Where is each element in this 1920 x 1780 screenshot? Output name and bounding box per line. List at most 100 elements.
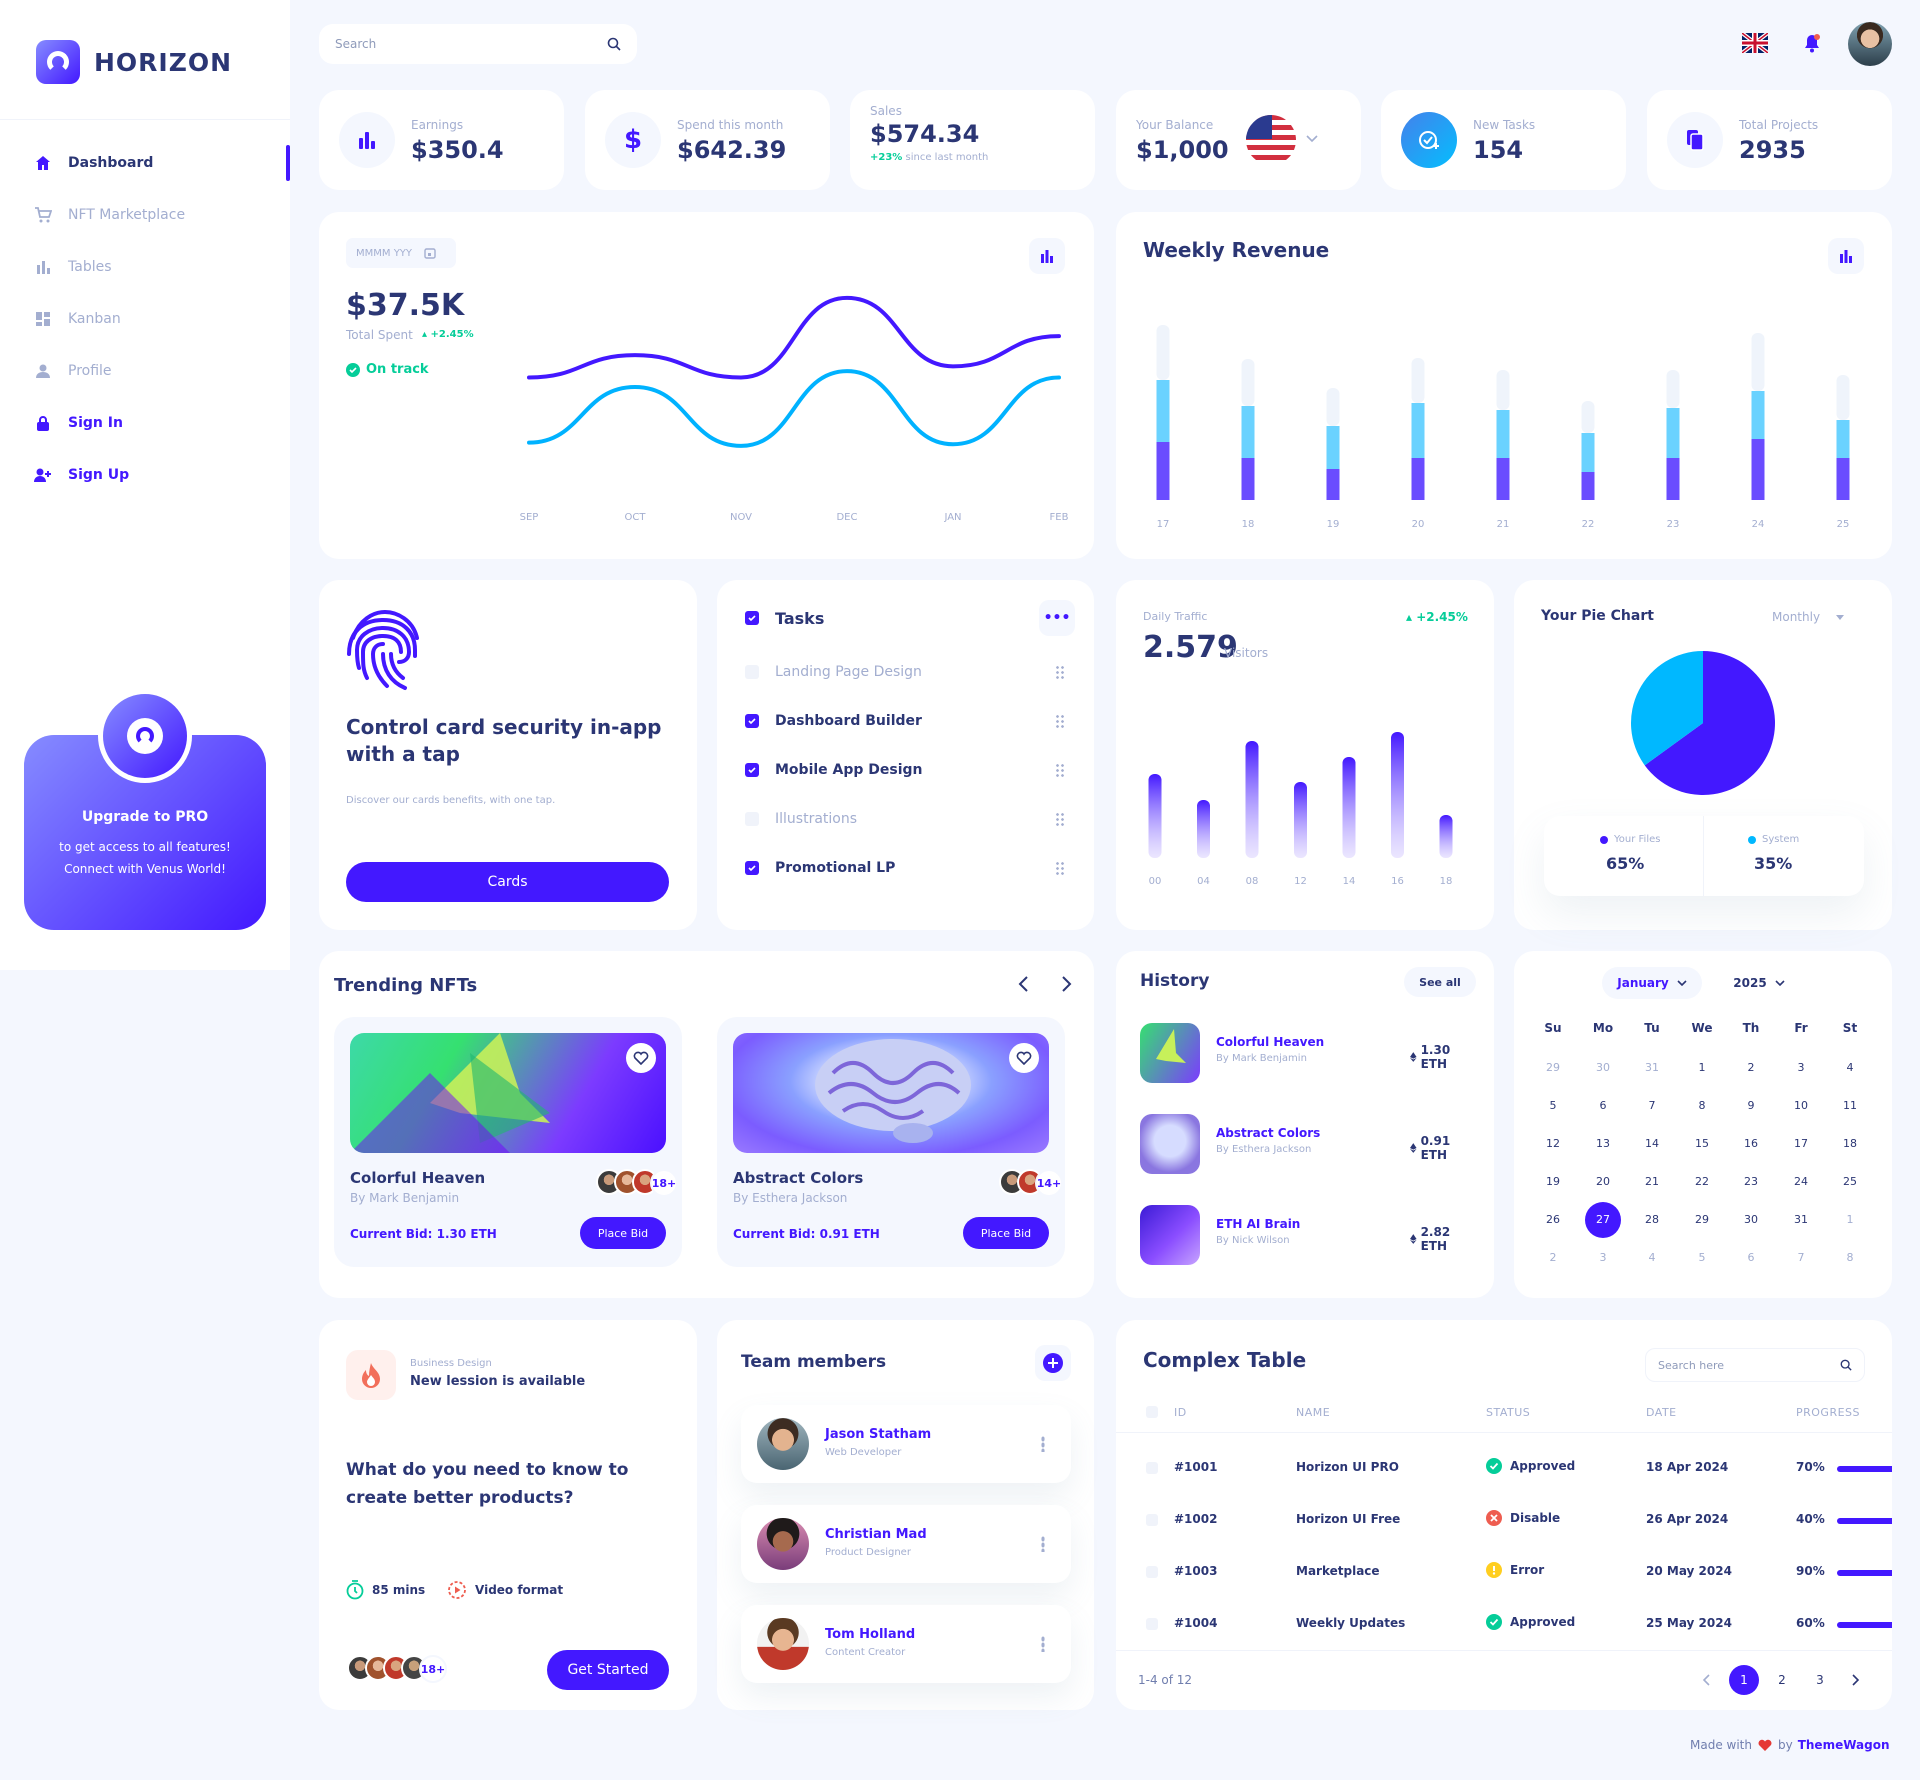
chevron-right-icon[interactable] bbox=[1061, 975, 1073, 993]
calendar-day[interactable]: 3 bbox=[1797, 1061, 1805, 1074]
see-all-button[interactable]: See all bbox=[1404, 967, 1476, 997]
calendar-day[interactable]: 4 bbox=[1648, 1251, 1656, 1264]
history-item[interactable]: Colorful Heaven By Mark Benjamin 1.30 ET… bbox=[1140, 1023, 1470, 1085]
chevron-down-icon[interactable] bbox=[1306, 135, 1318, 143]
table-search-input[interactable]: Search here bbox=[1658, 1358, 1725, 1372]
calendar-day[interactable]: 3 bbox=[1599, 1251, 1607, 1264]
row-checkbox[interactable] bbox=[1146, 1462, 1158, 1474]
sidebar-item-dashboard[interactable]: Dashboard bbox=[34, 147, 284, 179]
calendar-day[interactable]: 15 bbox=[1695, 1137, 1709, 1150]
calendar-day[interactable]: 23 bbox=[1744, 1175, 1758, 1188]
chevron-left-icon[interactable] bbox=[1017, 975, 1029, 993]
calendar-day[interactable]: 28 bbox=[1645, 1213, 1659, 1226]
calendar-day[interactable]: 29 bbox=[1695, 1213, 1709, 1226]
task-item[interactable]: Landing Page Design bbox=[745, 660, 1065, 684]
upgrade-card[interactable]: Upgrade to PRO to get access to all feat… bbox=[24, 689, 266, 930]
calendar-day[interactable]: 30 bbox=[1744, 1213, 1758, 1226]
sidebar-item-profile[interactable]: Profile bbox=[34, 355, 284, 387]
footer-brand-link[interactable]: ThemeWagon bbox=[1797, 1738, 1890, 1752]
task-item[interactable]: Promotional LP bbox=[745, 856, 1065, 880]
calendar-day[interactable]: 6 bbox=[1599, 1099, 1607, 1112]
calendar-day-selected[interactable]: 27 bbox=[1585, 1202, 1621, 1238]
calendar-day[interactable]: 1 bbox=[1846, 1213, 1854, 1226]
page-button[interactable]: 2 bbox=[1778, 1673, 1786, 1687]
column-header[interactable]: PROGRESS bbox=[1796, 1406, 1861, 1419]
calendar-day[interactable]: 4 bbox=[1846, 1061, 1854, 1074]
team-member[interactable]: Christian Mad Product Designer bbox=[741, 1505, 1071, 1583]
period-select[interactable]: Monthly bbox=[1772, 610, 1845, 624]
column-header[interactable]: STATUS bbox=[1486, 1406, 1531, 1419]
calendar-day[interactable]: 9 bbox=[1747, 1099, 1755, 1112]
drag-handle-icon[interactable] bbox=[1055, 861, 1065, 875]
row-checkbox[interactable] bbox=[1146, 1618, 1158, 1630]
sidebar-item-kanban[interactable]: Kanban bbox=[34, 303, 284, 335]
year-select[interactable]: 2025 bbox=[1724, 967, 1794, 999]
place-bid-button[interactable]: Place Bid bbox=[580, 1217, 666, 1249]
table-row[interactable]: #1004 Weekly Updates Approved 25 May 202… bbox=[1116, 1608, 1892, 1648]
calendar-day[interactable]: 29 bbox=[1546, 1061, 1560, 1074]
column-header[interactable]: ID bbox=[1174, 1406, 1187, 1419]
drag-handle-icon[interactable] bbox=[1055, 714, 1065, 728]
calendar-day[interactable]: 25 bbox=[1843, 1175, 1857, 1188]
language-flag-icon[interactable] bbox=[1735, 23, 1775, 63]
calendar-day[interactable]: 12 bbox=[1546, 1137, 1560, 1150]
more-vertical-icon[interactable] bbox=[1041, 1436, 1045, 1452]
calendar-day[interactable]: 1 bbox=[1698, 1061, 1706, 1074]
calendar-day[interactable]: 6 bbox=[1747, 1251, 1755, 1264]
column-header[interactable]: NAME bbox=[1296, 1406, 1331, 1419]
calendar-day[interactable]: 22 bbox=[1695, 1175, 1709, 1188]
usa-flag-icon[interactable] bbox=[1246, 115, 1296, 165]
calendar-day[interactable]: 8 bbox=[1698, 1099, 1706, 1112]
calendar-day[interactable]: 2 bbox=[1747, 1061, 1755, 1074]
user-avatar[interactable] bbox=[1848, 22, 1892, 66]
calendar-day[interactable]: 5 bbox=[1698, 1251, 1706, 1264]
search-box[interactable]: Search bbox=[319, 24, 637, 64]
nft-card[interactable]: Colorful Heaven By Mark Benjamin 18+ Cur… bbox=[334, 1017, 682, 1267]
table-row[interactable]: #1002 Horizon UI Free Disable 26 Apr 202… bbox=[1116, 1504, 1892, 1544]
task-checkbox[interactable] bbox=[745, 763, 759, 777]
more-vertical-icon[interactable] bbox=[1041, 1636, 1045, 1652]
get-started-button[interactable]: Get Started bbox=[547, 1650, 669, 1690]
date-picker[interactable]: MMMM YYY bbox=[346, 238, 456, 268]
drag-handle-icon[interactable] bbox=[1055, 763, 1065, 777]
search-input[interactable]: Search bbox=[335, 37, 377, 51]
history-item[interactable]: ETH AI Brain By Nick Wilson 2.82 ETH bbox=[1140, 1205, 1470, 1267]
calendar-day[interactable]: 30 bbox=[1596, 1061, 1610, 1074]
sidebar-item-nft-marketplace[interactable]: NFT Marketplace bbox=[34, 199, 284, 231]
calendar-day[interactable]: 24 bbox=[1794, 1175, 1808, 1188]
nft-card[interactable]: Abstract Colors By Esthera Jackson 14+ C… bbox=[717, 1017, 1065, 1267]
row-checkbox[interactable] bbox=[1146, 1566, 1158, 1578]
calendar-day[interactable]: 11 bbox=[1843, 1099, 1857, 1112]
task-item[interactable]: Mobile App Design bbox=[745, 758, 1065, 782]
table-row[interactable]: #1003 Marketplace Error 20 May 2024 90% bbox=[1116, 1556, 1892, 1596]
more-icon[interactable]: ••• bbox=[1039, 600, 1075, 636]
add-member-button[interactable] bbox=[1035, 1345, 1071, 1381]
drag-handle-icon[interactable] bbox=[1055, 812, 1065, 826]
place-bid-button[interactable]: Place Bid bbox=[963, 1217, 1049, 1249]
calendar-day[interactable]: 8 bbox=[1846, 1251, 1854, 1264]
calendar-day[interactable]: 17 bbox=[1794, 1137, 1808, 1150]
bell-icon[interactable] bbox=[1792, 23, 1832, 63]
chart-options-button[interactable] bbox=[1828, 238, 1864, 274]
table-row[interactable]: #1001 Horizon UI PRO Approved 18 Apr 202… bbox=[1116, 1452, 1892, 1492]
row-checkbox[interactable] bbox=[1146, 1514, 1158, 1526]
calendar-day[interactable]: 7 bbox=[1797, 1251, 1805, 1264]
sidebar-item-sign-in[interactable]: Sign In bbox=[34, 407, 284, 439]
sidebar-item-tables[interactable]: Tables bbox=[34, 251, 284, 283]
select-all-checkbox[interactable] bbox=[1146, 1406, 1158, 1418]
calendar-day[interactable]: 21 bbox=[1645, 1175, 1659, 1188]
calendar-day[interactable]: 7 bbox=[1648, 1099, 1656, 1112]
calendar-day[interactable]: 16 bbox=[1744, 1137, 1758, 1150]
calendar-day[interactable]: 14 bbox=[1645, 1137, 1659, 1150]
task-checkbox[interactable] bbox=[745, 714, 759, 728]
calendar-day[interactable]: 5 bbox=[1549, 1099, 1557, 1112]
calendar-day[interactable]: 10 bbox=[1794, 1099, 1808, 1112]
heart-icon[interactable] bbox=[626, 1043, 656, 1073]
task-checkbox[interactable] bbox=[745, 861, 759, 875]
table-search[interactable]: Search here bbox=[1645, 1348, 1865, 1382]
calendar-day[interactable]: 31 bbox=[1645, 1061, 1659, 1074]
calendar-day[interactable]: 26 bbox=[1546, 1213, 1560, 1226]
task-checkbox[interactable] bbox=[745, 665, 759, 679]
month-select[interactable]: January bbox=[1602, 967, 1702, 999]
chevron-left-icon[interactable] bbox=[1701, 1673, 1711, 1687]
